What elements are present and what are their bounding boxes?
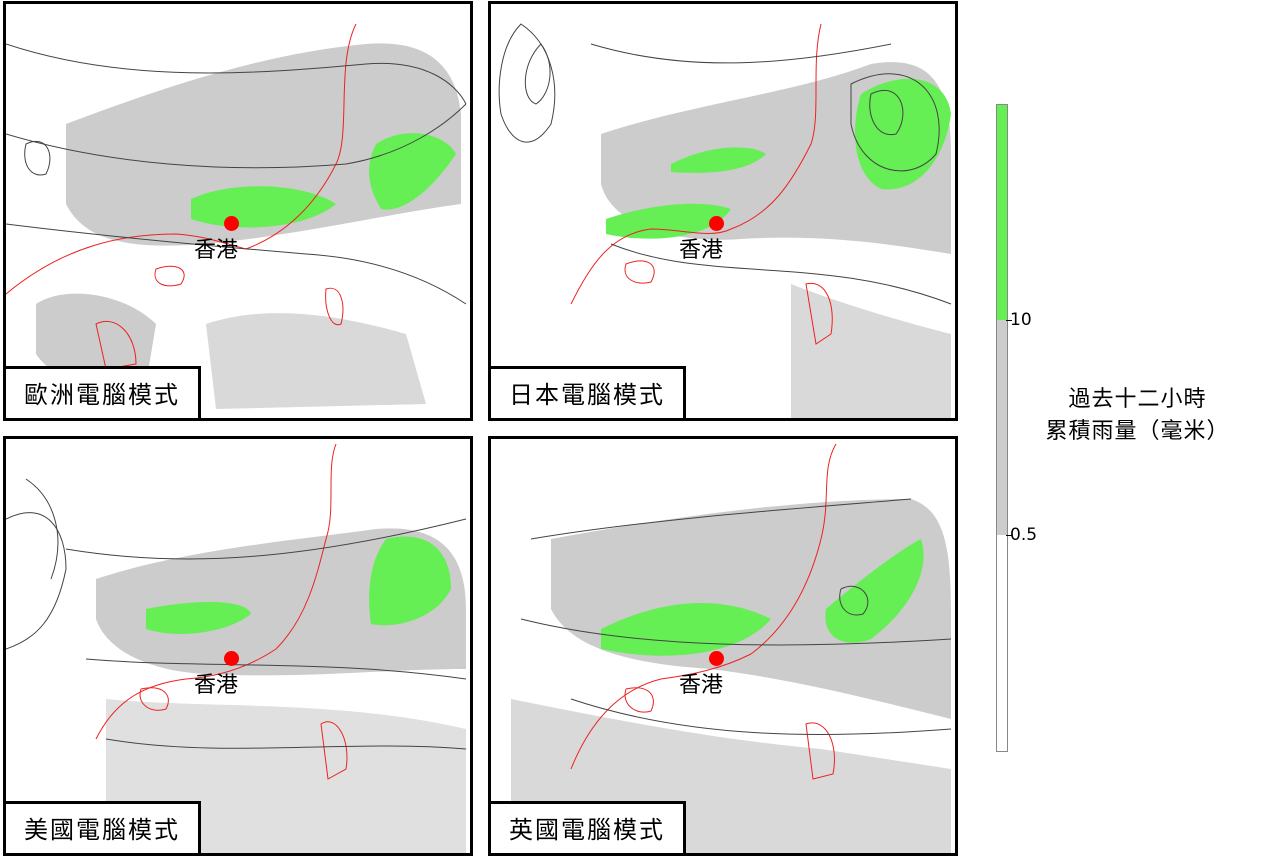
rainfall-map-ukmo — [511, 443, 952, 853]
legend-heavy-rain-swatch — [997, 105, 1007, 320]
panel-label-ukmo: 英國電腦模式 — [491, 801, 686, 853]
rainfall-map-ecmwf — [6, 23, 467, 409]
hong-kong-marker — [224, 216, 239, 231]
rainfall-map-gfs — [6, 443, 467, 853]
map-panel-ecmwf: 香港 歐洲電腦模式 — [3, 1, 473, 421]
legend-tick-high — [1006, 320, 1012, 321]
map-panel-jma: 香港 日本電腦模式 — [488, 1, 958, 421]
legend-light-rain-swatch — [997, 320, 1007, 535]
hong-kong-label: 香港 — [679, 238, 724, 263]
map-panel-gfs: 香港 美國電腦模式 — [3, 436, 473, 856]
panel-label-jma: 日本電腦模式 — [491, 366, 686, 418]
hong-kong-label: 香港 — [194, 238, 239, 263]
panel-label-ecmwf: 歐洲電腦模式 — [6, 366, 201, 418]
legend-title-line2: 累積雨量（毫米） — [1045, 419, 1230, 444]
panel-label-gfs: 美國電腦模式 — [6, 801, 201, 853]
legend-title: 過去十二小時 累積雨量（毫米） — [1020, 384, 1255, 448]
legend-tick-label-low: 0.5 — [1010, 525, 1038, 545]
legend-no-rain-swatch — [997, 535, 1007, 751]
hong-kong-label: 香港 — [679, 673, 724, 698]
map-panel-ukmo: 香港 英國電腦模式 — [488, 436, 958, 856]
hong-kong-label: 香港 — [194, 673, 239, 698]
legend-tick-label-high: 10 — [1010, 310, 1032, 330]
rainfall-map-jma — [498, 23, 952, 418]
hong-kong-marker — [224, 651, 239, 666]
rainfall-legend-bar — [996, 104, 1008, 752]
hong-kong-marker — [709, 216, 724, 231]
legend-tick-low — [1006, 535, 1012, 536]
hong-kong-marker — [709, 651, 724, 666]
legend-title-line1: 過去十二小時 — [1068, 387, 1207, 412]
